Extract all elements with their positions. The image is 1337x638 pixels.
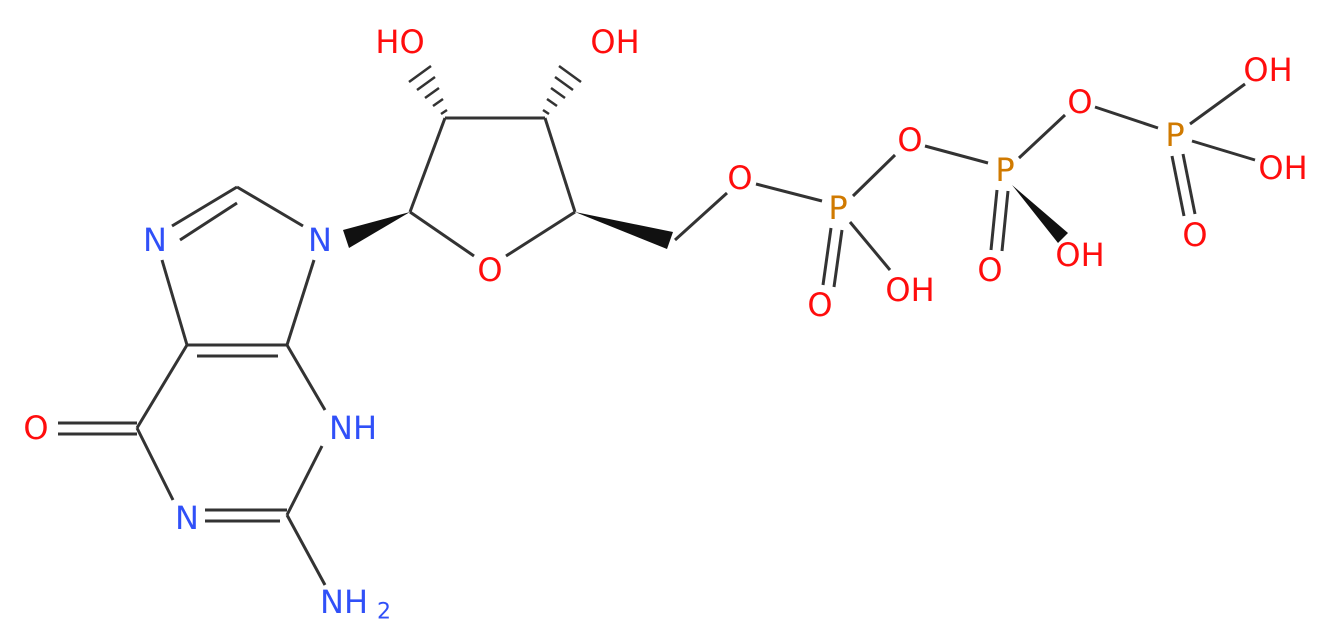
bonds bbox=[58, 64, 1256, 586]
atom-label: NH bbox=[329, 409, 377, 447]
atom-label: P bbox=[995, 151, 1014, 189]
atom-label: N bbox=[175, 499, 199, 537]
atom-label: O bbox=[977, 251, 1002, 289]
atom-label: O bbox=[477, 251, 502, 289]
atom-label: OH bbox=[885, 271, 934, 309]
atom-label: HO bbox=[375, 23, 424, 61]
atom-label: P bbox=[1165, 116, 1184, 154]
atom-label: OH bbox=[1243, 51, 1292, 89]
atom-label: O bbox=[807, 286, 832, 324]
atom-label: O bbox=[23, 409, 48, 447]
atom-label: OH bbox=[590, 23, 639, 61]
atom-label: NH bbox=[320, 583, 368, 621]
atom-labels: N N O NH N NH 2 O HO OH O P O OH O P O O… bbox=[23, 23, 1307, 625]
atom-label: O bbox=[1067, 83, 1092, 121]
atom-label: OH bbox=[1055, 236, 1104, 274]
atom-label: O bbox=[727, 159, 752, 197]
atom-label: N bbox=[143, 221, 167, 259]
atom-label: N bbox=[308, 221, 332, 259]
atom-label: OH bbox=[1258, 149, 1307, 187]
atom-label: P bbox=[828, 189, 847, 227]
atom-label: O bbox=[1182, 216, 1207, 254]
atom-subscript: 2 bbox=[377, 600, 391, 625]
atom-label: O bbox=[897, 121, 922, 159]
